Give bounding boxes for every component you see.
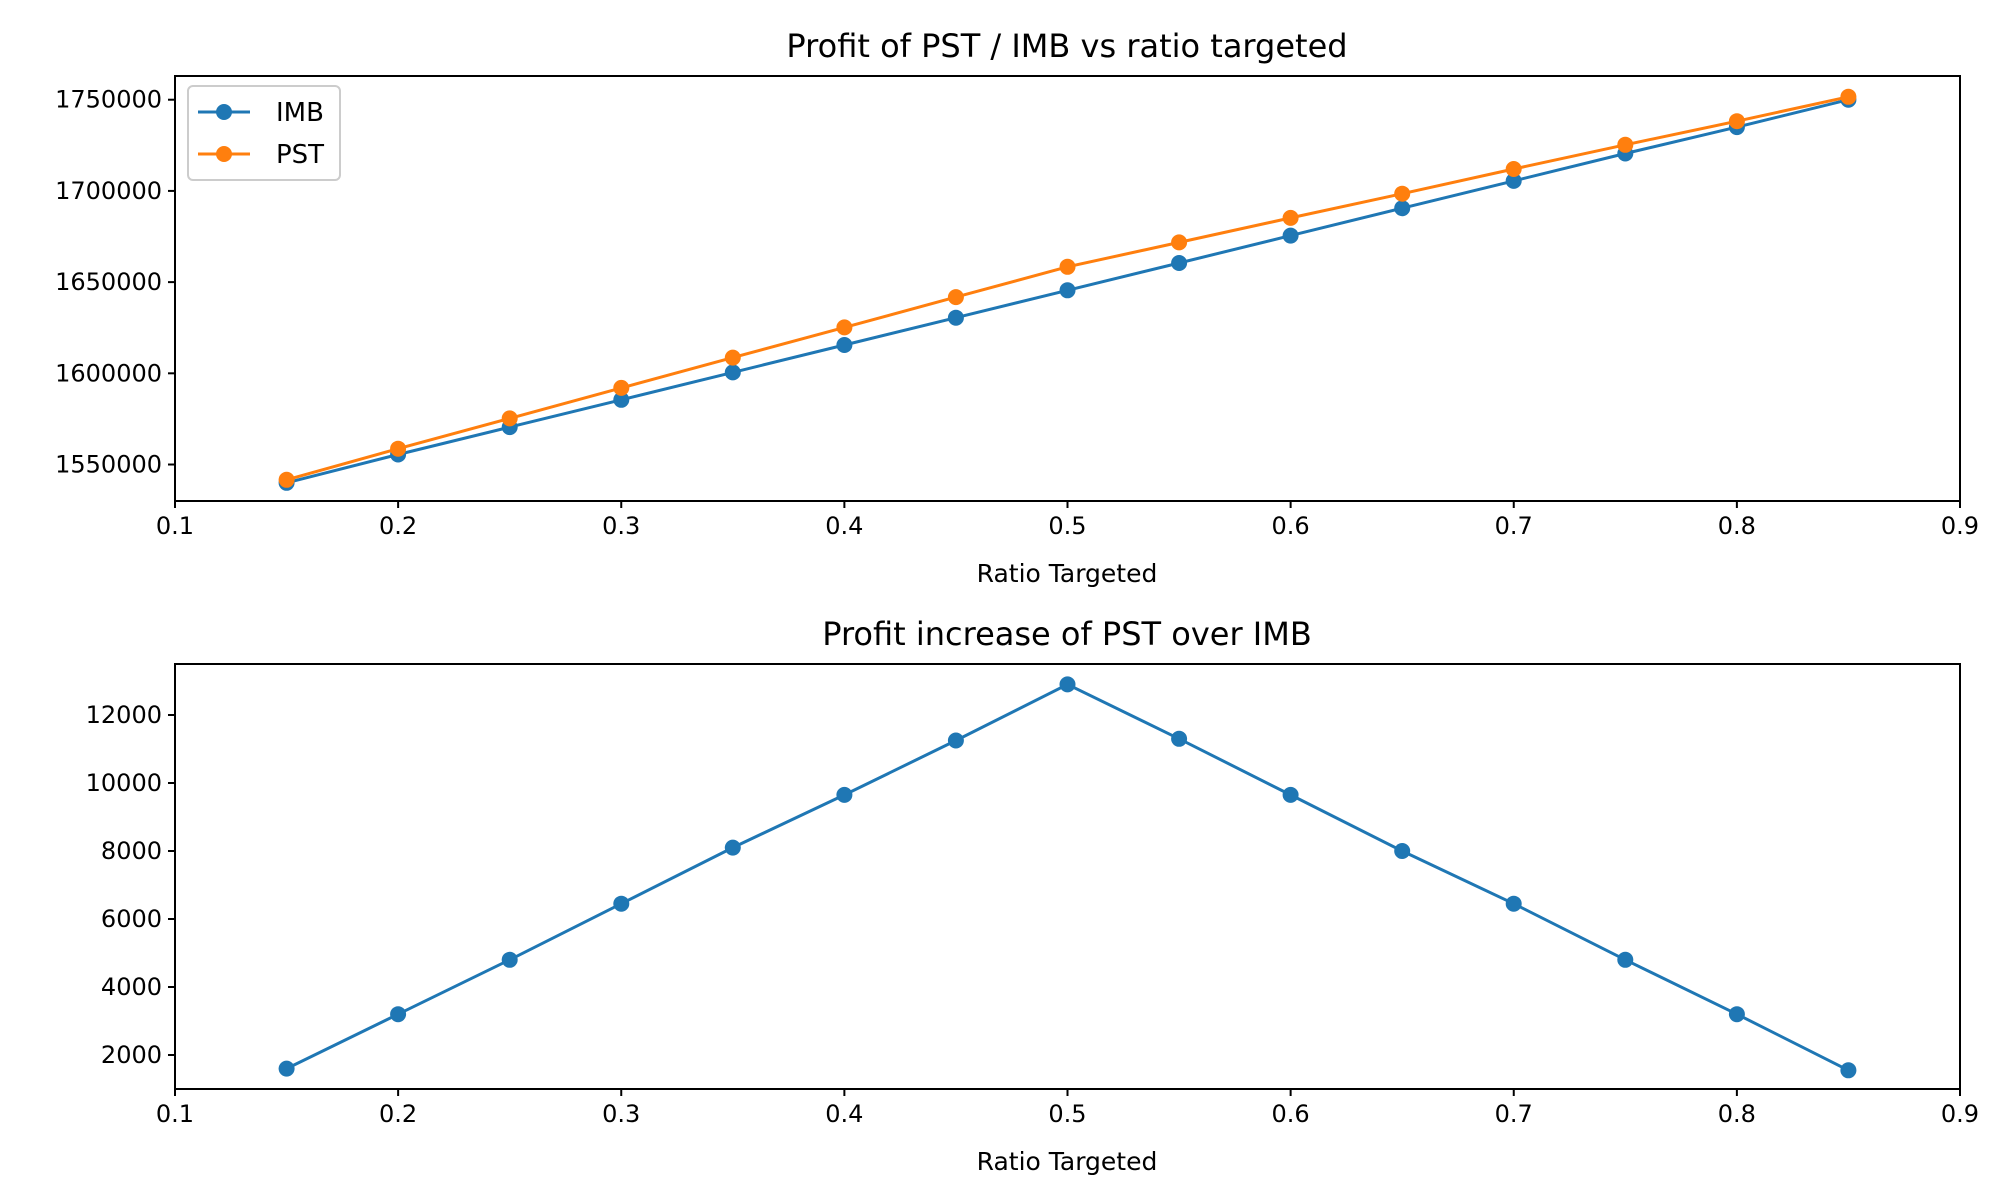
y-tick-label: 6000 <box>101 905 162 933</box>
y-tick-label: 10000 <box>86 769 162 797</box>
data-point <box>1505 172 1522 189</box>
x-tick-label: 0.2 <box>379 512 417 540</box>
profit-chart: Profit of PST / IMB vs ratio targeted Ra… <box>55 27 1979 588</box>
data-point <box>1840 1062 1857 1079</box>
chart-title: Profit increase of PST over IMB <box>822 615 1312 653</box>
x-tick-label: 0.7 <box>1495 512 1533 540</box>
x-tick-label: 0.4 <box>825 512 863 540</box>
data-point <box>501 410 518 427</box>
data-point <box>947 732 964 749</box>
data-point <box>1394 200 1411 217</box>
legend: IMB PST <box>187 85 341 181</box>
data-point <box>1617 136 1634 153</box>
data-point <box>278 1060 295 1077</box>
data-point <box>836 786 853 803</box>
data-point <box>1840 88 1857 105</box>
data-point <box>1394 843 1411 859</box>
data-point <box>1282 786 1299 803</box>
y-tick-label: 1650000 <box>55 268 162 296</box>
data-point <box>947 309 964 326</box>
data-point <box>1394 185 1411 202</box>
x-axis-label: Ratio Targeted <box>977 1147 1158 1176</box>
data-point <box>947 289 964 306</box>
data-point <box>613 379 630 396</box>
y-ticks: 2000 4000 6000 8000 10000 12000 <box>86 701 175 1069</box>
x-tick-label: 0.2 <box>379 1100 417 1128</box>
x-axis-label: Ratio Targeted <box>977 559 1158 588</box>
x-ticks: 0.1 0.2 0.3 0.4 0.5 0.6 0.7 0.8 0.9 <box>156 501 1979 540</box>
x-tick-label: 0.4 <box>825 1100 863 1128</box>
data-point <box>501 951 518 968</box>
data-point <box>390 1006 407 1023</box>
data-point <box>724 349 741 366</box>
x-tick-label: 0.1 <box>156 512 194 540</box>
x-tick-label: 0.6 <box>1272 512 1310 540</box>
x-tick-label: 0.5 <box>1048 512 1086 540</box>
x-ticks: 0.1 0.2 0.3 0.4 0.5 0.6 0.7 0.8 0.9 <box>156 1089 1979 1128</box>
y-tick-label: 1750000 <box>55 86 162 114</box>
legend-marker-imb <box>216 104 232 120</box>
x-tick-label: 0.7 <box>1495 1100 1533 1128</box>
data-point <box>1059 676 1076 693</box>
data-point <box>724 839 741 856</box>
legend-marker-pst <box>216 146 232 162</box>
data-point <box>1171 255 1188 271</box>
y-tick-label: 1550000 <box>55 451 162 479</box>
data-point <box>1617 951 1634 968</box>
x-tick-label: 0.9 <box>1941 1100 1979 1128</box>
data-point <box>836 319 853 336</box>
data-point <box>1059 282 1076 299</box>
data-point <box>1282 227 1299 244</box>
data-point <box>1059 258 1076 275</box>
data-point <box>613 391 630 408</box>
data-point <box>613 895 630 912</box>
y-tick-label: 8000 <box>101 837 162 865</box>
data-point <box>836 337 853 353</box>
x-tick-label: 0.9 <box>1941 512 1979 540</box>
x-tick-label: 0.8 <box>1718 512 1756 540</box>
data-point <box>1505 895 1522 912</box>
data-point <box>1728 1006 1745 1023</box>
x-tick-label: 0.1 <box>156 1100 194 1128</box>
plot-marks <box>278 88 1857 491</box>
y-tick-label: 4000 <box>101 973 162 1001</box>
profit-increase-chart: Profit increase of PST over IMB Ratio Ta… <box>86 615 1979 1176</box>
data-point <box>1171 234 1188 251</box>
chart-title: Profit of PST / IMB vs ratio targeted <box>786 27 1347 65</box>
x-tick-label: 0.3 <box>602 1100 640 1128</box>
y-ticks: 1550000 1600000 1650000 1700000 1750000 <box>55 86 175 479</box>
legend-label-pst: PST <box>276 140 324 170</box>
legend-label-imb: IMB <box>276 98 324 128</box>
y-tick-label: 2000 <box>101 1041 162 1069</box>
data-point <box>724 364 741 381</box>
y-tick-label: 1700000 <box>55 177 162 205</box>
data-point <box>1171 730 1188 747</box>
data-point <box>390 440 407 457</box>
data-point <box>1282 209 1299 226</box>
plot-marks <box>278 676 1857 1079</box>
data-point <box>1728 113 1745 130</box>
series-0 <box>278 676 1857 1079</box>
x-tick-label: 0.3 <box>602 512 640 540</box>
x-tick-label: 0.8 <box>1718 1100 1756 1128</box>
x-tick-label: 0.5 <box>1048 1100 1086 1128</box>
data-point <box>1505 161 1522 177</box>
data-point <box>278 471 295 488</box>
y-tick-label: 1600000 <box>55 359 162 387</box>
series-pst <box>278 88 1857 488</box>
x-tick-label: 0.6 <box>1272 1100 1310 1128</box>
y-tick-label: 12000 <box>86 701 162 729</box>
